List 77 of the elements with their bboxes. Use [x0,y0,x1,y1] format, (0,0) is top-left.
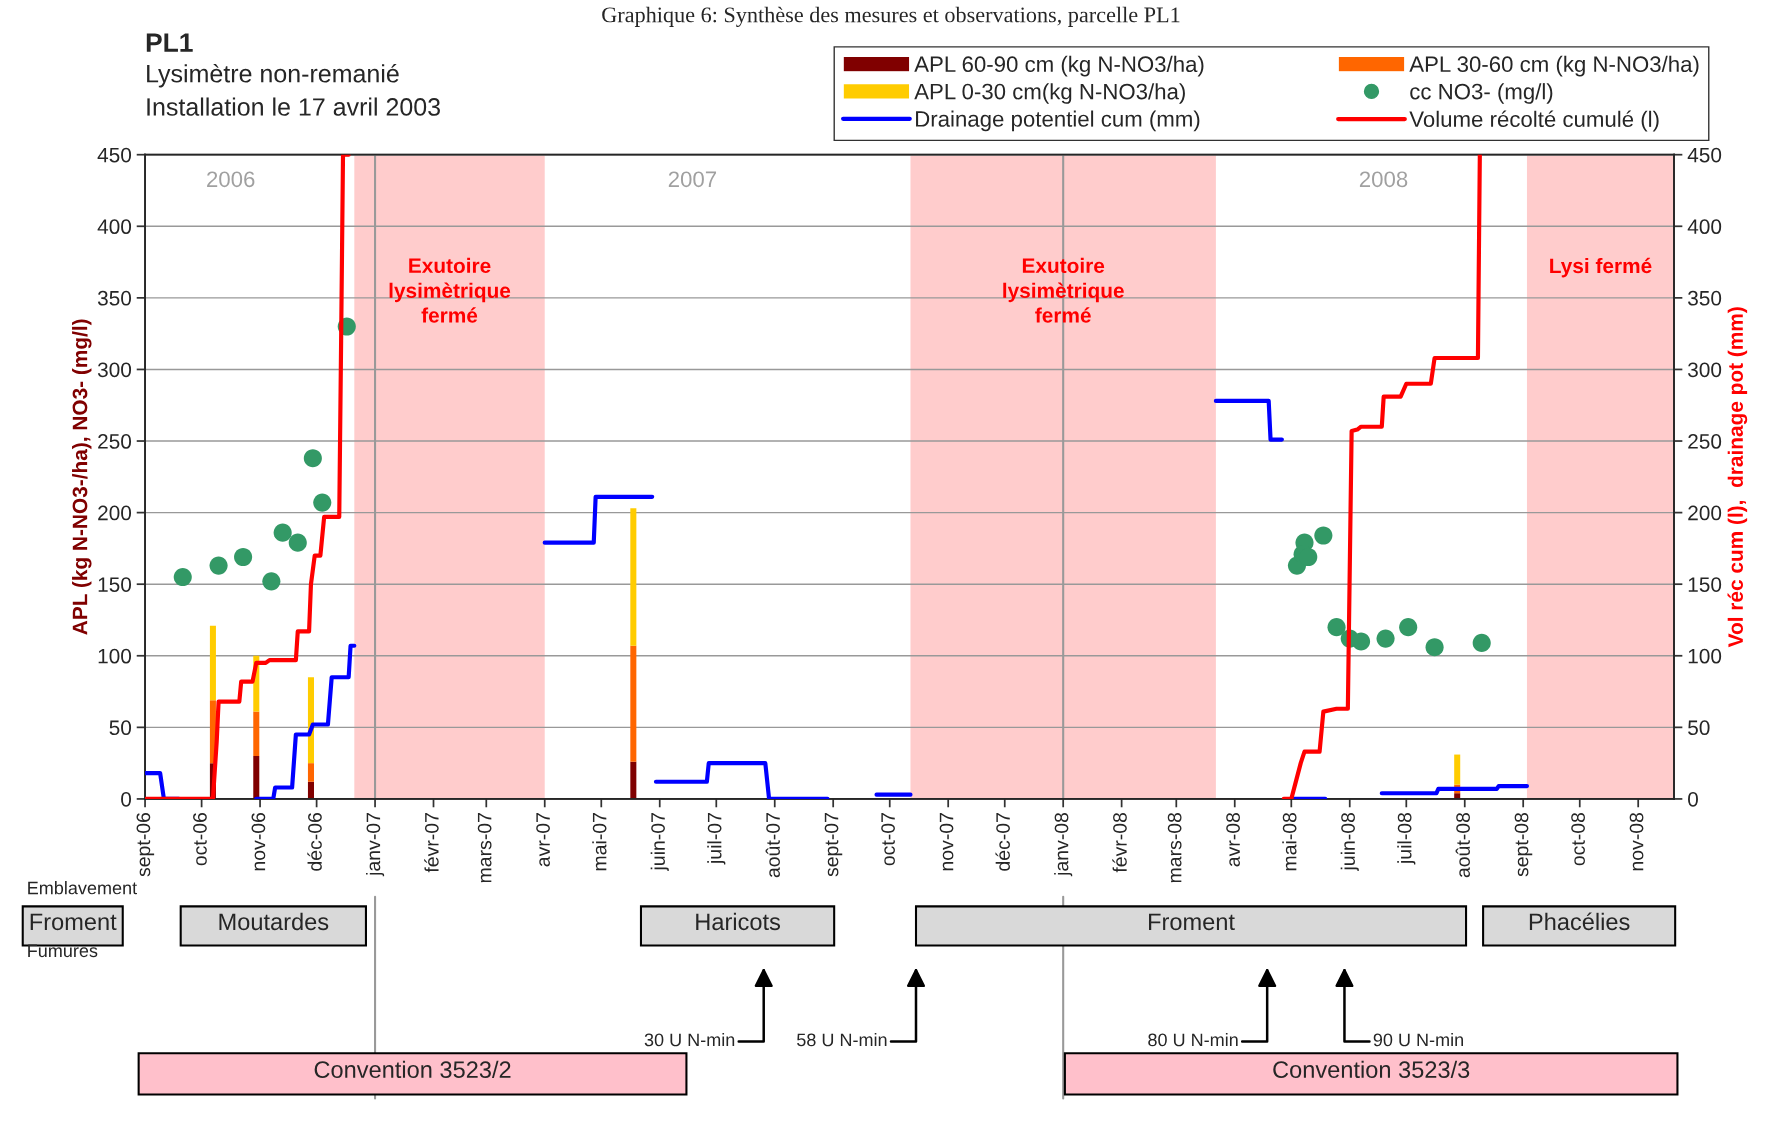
y2-tick-label: 400 [1687,219,1722,235]
x-tick-label: avr-08 [1226,812,1240,867]
x-tick-label: juin-08 [1340,812,1359,871]
x-tick-label: nov-07 [939,813,954,871]
x-tick-label: août-08 [1455,812,1470,878]
text: Froment [1149,913,1235,931]
x-tick-label: févr-08 [1112,812,1127,873]
y2-tick-label: 100 [1688,648,1722,664]
band-label: Exutoire lysimètrique fermé [1003,257,1124,323]
y-tick-label: 150 [98,577,132,592]
x-tick-label: déc-06 [307,812,322,871]
y-tick-label: 350 [97,290,132,306]
text: 80 U N-min [1148,1032,1238,1047]
x-tick-label: janv-07 [366,813,385,877]
x-tick-label: sept-07 [824,813,843,877]
y2-tick-label: 150 [1688,577,1722,592]
x-tick-label: janv-08 [1054,812,1073,877]
x-tick-label: mars-08 [1167,812,1182,883]
x-tick-label: sept-08 [1514,812,1533,877]
y-tick-label: 400 [97,219,132,235]
y2-tick-label: 250 [1688,434,1722,449]
y2-tick-label: 50 [1688,720,1710,736]
y2-tick-label: 350 [1688,290,1722,306]
band-label: Lysi fermé [1550,257,1652,278]
legend-label: Volume récolté cumulé (l) [1409,110,1659,132]
text: Phacélies [1529,912,1630,931]
y2-axis-title: Vol réc cum (l), drainage pot (mm) [1727,307,1748,648]
y-tick-label: 200 [98,505,132,521]
text: 90 U N-min [1373,1032,1463,1047]
text: 58 U N-min [797,1032,887,1047]
chart-subtitle: Lysimètre non-remanié Installation le 17 avril 2003 [147,63,440,116]
legend-label: APL 0-30 cm(kg N-NO3/ha) [914,83,1185,104]
y-tick-label: 0 [121,791,132,807]
text: Emblavement [28,881,137,895]
x-tick-label: mai-08 [1282,812,1297,871]
x-tick-label: sept-06 [136,812,155,877]
x-tick-label: mars-07 [477,813,492,883]
y-tick-label: 450 [97,147,132,163]
annotation: 2008 [1359,171,1408,188]
y2-tick-label: 0 [1688,791,1698,807]
y2-tick-label: 200 [1688,505,1722,521]
x-tick-label: mai-07 [592,813,607,871]
legend-label: APL 30-60 cm (kg N-NO3/ha) [1409,55,1699,77]
annotation: 2006 [207,171,255,188]
text: Haricots [696,912,781,931]
annotation: 2007 [668,171,717,188]
text: Convention 3523/3 [1273,1060,1470,1079]
text: Fumures [28,944,98,958]
chart-title: PL1 [146,33,193,52]
text: Moutardes [219,912,329,931]
x-tick-label: déc-07 [995,813,1010,871]
x-tick-label: août-07 [765,813,780,878]
y-tick-label: 50 [109,720,132,736]
x-tick-label: nov-06 [251,812,266,871]
y-tick-label: 100 [98,648,132,664]
x-tick-label: juil-08 [1397,812,1416,865]
y-tick-label: 300 [97,362,132,378]
legend-label: cc NO3- (mg/l) [1410,83,1553,104]
legend-label: APL 60-90 cm (kg N-NO3/ha) [914,55,1204,77]
y2-tick-label: 450 [1687,147,1722,163]
y-tick-label: 250 [98,434,132,449]
x-tick-label: oct-08 [1571,812,1585,866]
legend-label: Drainage potentiel cum (mm) [916,110,1200,132]
y-axis-title: APL (kg N-NO3-/ha), NO3- (mg/l) [72,319,92,635]
x-tick-label: avr-07 [536,813,550,867]
x-tick-label: juil-07 [707,813,726,865]
text: 30 U N-min [644,1032,735,1047]
x-tick-label: oct-07 [881,813,895,866]
text: Graphique 6: Synthèse des mesures et observations, parcelle PL1 [602,6,1180,27]
text: Convention 3523/2 [314,1060,511,1079]
text: Froment [30,913,117,931]
y2-tick-label: 300 [1688,362,1722,378]
band-label: Exutoire lysimètrique fermé [389,257,511,323]
x-tick-label: juin-07 [650,813,669,871]
x-tick-label: févr-07 [424,813,439,873]
x-tick-label: oct-06 [193,812,207,866]
x-tick-label: nov-08 [1629,812,1644,871]
